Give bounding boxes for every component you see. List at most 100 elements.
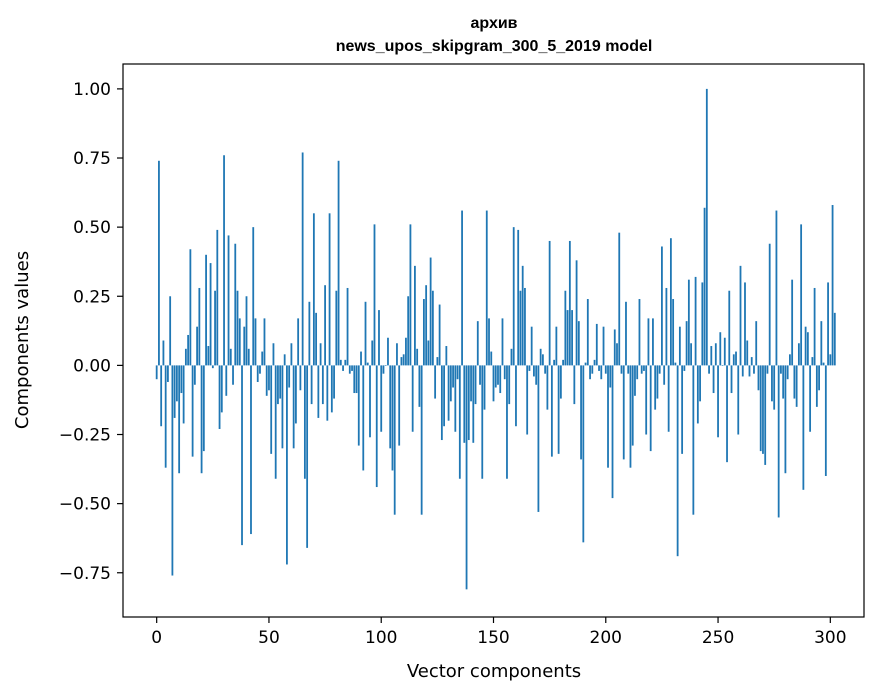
y-tick-label: 1.00 [73,80,111,100]
y-tick-label: −0.50 [59,495,111,515]
bar-68 [308,301,311,366]
bar-293 [813,287,816,366]
bar-27 [216,229,219,366]
bar-291 [809,365,812,432]
plot-area-frame [122,63,865,618]
bar-10 [178,365,181,474]
bar-187 [575,260,578,366]
bar-155 [503,365,506,380]
bar-271 [764,365,767,465]
bar-181 [562,359,565,366]
bar-40 [245,296,248,366]
x-tick-label: 300 [814,628,846,648]
bar-20 [200,365,203,474]
bar-144 [479,365,481,385]
bar-90 [357,365,360,446]
bar-7 [171,365,174,576]
bar-251 [719,332,722,366]
bar-54 [277,365,279,405]
bar-127 [440,365,443,441]
bar-278 [780,365,782,374]
bar-280 [784,365,787,474]
bar-93 [364,301,367,366]
bar-124 [434,365,437,399]
bar-188 [577,321,580,366]
bar-4 [164,365,167,468]
bar-206 [618,232,621,366]
bar-227 [665,287,668,366]
bar-294 [815,365,818,407]
bar-16 [191,365,194,457]
bar-9 [175,365,178,402]
bar-160 [515,365,517,427]
bar-65 [301,152,304,366]
bar-64 [299,365,302,391]
bar-167 [530,326,533,366]
bar-226 [663,365,666,385]
bar-172 [542,354,544,366]
bar-174 [546,365,549,410]
bar-261 [741,365,744,377]
bar-132 [452,365,454,388]
bar-210 [627,365,630,374]
bar-153 [499,365,502,394]
bar-287 [800,224,803,366]
bar-72 [317,365,320,418]
bar-240 [694,276,697,366]
x-tick-label: 100 [365,628,397,648]
bar-200 [604,365,607,374]
bar-191 [584,362,587,366]
bar-258 [735,351,737,366]
chart-title-line-1: архив [470,15,517,32]
bar-193 [589,365,591,380]
bar-233 [678,326,681,366]
bar-97 [373,224,376,366]
bar-26 [214,290,216,366]
bar-201 [607,365,609,468]
bar-264 [748,365,751,377]
bar-163 [521,265,524,366]
bar-246 [708,365,710,374]
bar-208 [622,365,625,460]
bar-131 [449,365,452,402]
bar-228 [667,365,670,432]
bar-190 [582,365,585,543]
bar-114 [411,365,414,432]
bar-205 [616,343,618,366]
bar-41 [247,348,250,366]
bar-6 [169,296,172,366]
bar-273 [768,243,771,366]
bar-46 [259,365,261,374]
bar-30 [223,155,225,366]
bar-36 [236,290,239,366]
bar-87 [351,365,353,371]
bar-186 [573,365,576,405]
bar-230 [672,299,675,366]
bar-61 [292,365,295,449]
bar-11 [180,365,183,394]
bar-13 [184,348,187,366]
bar-173 [544,365,547,374]
bar-220 [649,365,652,452]
bar-161 [517,229,520,366]
bar-184 [568,240,571,366]
bar-28 [218,365,221,429]
bar-192 [586,299,589,366]
bar-78 [330,365,333,413]
bar-154 [501,318,504,366]
bar-260 [739,265,742,366]
bar-115 [414,265,416,366]
y-tick-label: 0.75 [73,149,111,169]
bar-85 [346,287,349,366]
bar-213 [634,365,636,396]
bar-43 [252,227,255,366]
bar-196 [595,323,598,366]
bar-295 [818,365,820,391]
bar-198 [600,365,603,380]
bar-81 [337,160,340,366]
bar-104 [389,365,392,449]
bar-223 [656,365,659,399]
bar-158 [510,348,513,366]
bar-60 [290,343,293,366]
